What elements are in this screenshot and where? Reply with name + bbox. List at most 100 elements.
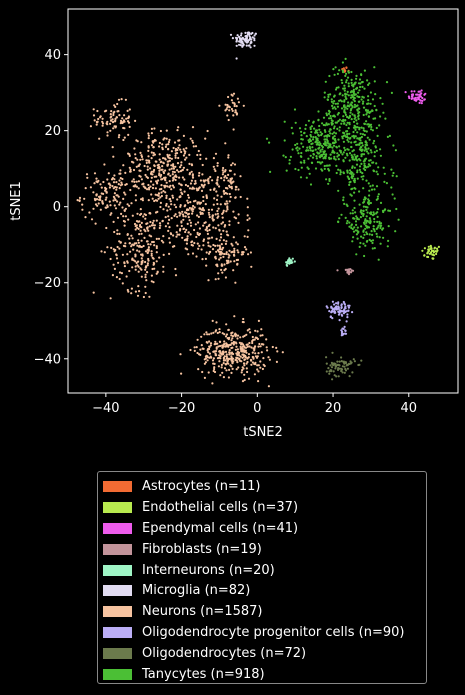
data-point (140, 155, 144, 158)
data-point (356, 86, 359, 89)
data-point (165, 194, 168, 197)
data-point (172, 146, 175, 150)
data-point (387, 225, 390, 228)
data-point (115, 116, 118, 119)
data-point (360, 81, 363, 84)
data-point (147, 149, 150, 152)
data-point (115, 181, 118, 184)
data-point (123, 261, 126, 264)
data-point (168, 154, 171, 157)
data-point (202, 244, 205, 247)
data-point (235, 357, 238, 360)
legend: Astrocytes (n=11) Endothelial cells (n=37… (97, 471, 427, 684)
data-point (226, 114, 229, 117)
data-point (137, 260, 140, 263)
data-point (219, 374, 222, 377)
data-point (231, 244, 234, 247)
data-point (223, 340, 226, 343)
data-point (367, 99, 370, 102)
data-point (225, 252, 228, 256)
data-point (215, 198, 219, 201)
data-point (212, 331, 215, 334)
data-point (346, 130, 349, 133)
data-point (171, 196, 175, 199)
data-point (155, 219, 158, 222)
data-point (201, 163, 204, 167)
data-point (202, 239, 205, 243)
data-point (150, 280, 153, 283)
data-point (340, 303, 343, 306)
data-point (135, 224, 138, 227)
data-point (153, 267, 156, 270)
data-point (416, 96, 419, 99)
data-point (201, 370, 204, 374)
data-point (162, 241, 165, 244)
data-point (106, 246, 109, 249)
data-point (346, 115, 349, 119)
data-point (307, 119, 310, 122)
data-point (391, 193, 394, 196)
data-point (259, 334, 262, 337)
data-point (167, 205, 170, 208)
data-point (145, 240, 149, 243)
legend-label: Oligodendrocytes (n=72) (142, 646, 307, 662)
data-point (189, 182, 192, 185)
data-point (219, 236, 223, 239)
data-point (303, 161, 306, 164)
data-point (229, 169, 232, 172)
data-point (122, 215, 125, 218)
data-point (334, 311, 337, 314)
data-point (166, 163, 169, 166)
data-point (223, 269, 226, 272)
data-point (276, 350, 279, 353)
data-point (370, 125, 373, 129)
data-point (369, 164, 372, 167)
data-point (257, 380, 260, 383)
data-point (196, 153, 199, 157)
data-point (137, 227, 140, 230)
data-point (254, 32, 257, 35)
data-point (228, 192, 231, 196)
data-point (152, 261, 155, 264)
data-point (170, 203, 173, 206)
data-point (411, 93, 415, 96)
data-point (230, 181, 233, 184)
data-point (78, 199, 81, 202)
data-point (113, 197, 116, 200)
data-point (296, 149, 299, 152)
data-point (340, 331, 343, 335)
data-point (233, 102, 236, 105)
data-point (186, 185, 190, 188)
data-point (207, 237, 210, 240)
data-point (118, 114, 121, 117)
data-point (215, 190, 218, 193)
data-point (158, 158, 161, 161)
data-point (331, 308, 334, 311)
data-point (97, 117, 100, 121)
data-point (348, 177, 351, 181)
data-point (119, 169, 122, 172)
data-point (118, 240, 121, 243)
data-point (345, 222, 348, 225)
data-point (373, 217, 376, 221)
data-point (328, 310, 331, 313)
data-point (134, 194, 137, 197)
data-point (371, 214, 375, 217)
data-point (242, 335, 245, 338)
data-point (342, 199, 345, 202)
data-point (230, 365, 233, 368)
data-point (124, 207, 127, 210)
data-point (158, 145, 161, 148)
data-point (254, 345, 257, 348)
data-point (84, 187, 87, 190)
data-point (356, 131, 359, 134)
data-point (429, 244, 432, 247)
data-point (152, 263, 155, 266)
data-point (232, 343, 235, 346)
data-point (113, 110, 116, 113)
data-point (98, 198, 101, 201)
data-point (347, 85, 350, 88)
data-point (170, 164, 173, 167)
data-point (205, 264, 208, 267)
